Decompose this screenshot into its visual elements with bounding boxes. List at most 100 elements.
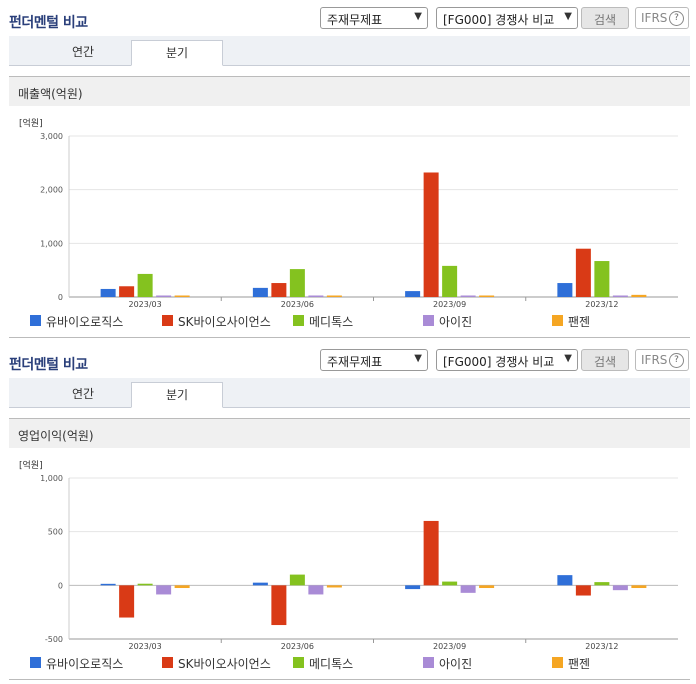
legend-label: 팬젠 (568, 315, 591, 329)
bar[interactable] (442, 581, 458, 586)
section-header: 영업이익(억원) (9, 418, 690, 448)
chevron-down-icon: ▼ (414, 11, 422, 22)
tab-annual[interactable]: 연간 (71, 45, 95, 59)
bar[interactable] (271, 283, 287, 297)
legend-swatch (293, 657, 304, 668)
legend-swatch (162, 315, 173, 326)
fundamental-panel-operating-profit: 펀더멘털 비교 주재무제표 ▼ [FG000] 경쟁사 비교 ▼ 검색 IFRS… (0, 342, 696, 448)
revenue-bar-chart: [억원] 0 1,000 2,000 3,000 2023/03 2023/06 2023/0… (19, 117, 678, 309)
period-tabs: 연간 분기 (9, 36, 690, 66)
bar[interactable] (631, 585, 647, 589)
bar[interactable] (557, 575, 573, 586)
bar[interactable] (252, 582, 268, 586)
statement-select[interactable]: 주재무제표 ▼ (320, 7, 428, 29)
legend-label: SK바이오사이언스 (178, 315, 271, 329)
bar[interactable] (423, 172, 439, 297)
bar[interactable] (137, 273, 153, 297)
y-tick-label: 3,000 (40, 132, 63, 141)
compare-select-value: [FG000] 경쟁사 비교 (443, 355, 555, 369)
bar[interactable] (119, 585, 135, 618)
bar[interactable] (174, 295, 190, 298)
bar[interactable] (479, 585, 495, 589)
bar[interactable] (460, 585, 476, 593)
bar[interactable] (156, 585, 172, 595)
y-tick-label: 1,000 (40, 239, 63, 248)
bar[interactable] (156, 295, 172, 298)
chevron-down-icon: ▼ (414, 353, 422, 364)
legend-swatch (162, 657, 173, 668)
unit-label: [억원] (19, 459, 43, 471)
legend-swatch (423, 657, 434, 668)
bar[interactable] (557, 283, 573, 297)
section-header: 매출액(억원) (9, 76, 690, 106)
legend-label: 아이진 (439, 657, 473, 671)
y-tick-label: 1,000 (40, 474, 63, 483)
bar[interactable] (326, 585, 342, 588)
bar[interactable] (612, 295, 628, 298)
bar[interactable] (575, 585, 591, 596)
legend-label: SK바이오사이언스 (178, 657, 271, 671)
tab-annual[interactable]: 연간 (71, 387, 95, 401)
compare-select[interactable]: [FG000] 경쟁사 비교 ▼ (436, 7, 578, 29)
bar[interactable] (594, 582, 610, 586)
section-title: 매출액(억원) (18, 87, 83, 101)
bar[interactable] (308, 295, 324, 298)
chevron-down-icon: ▼ (564, 11, 572, 22)
bar[interactable] (289, 269, 305, 297)
section-title: 영업이익(억원) (18, 429, 94, 443)
bar[interactable] (575, 248, 591, 297)
bar[interactable] (174, 585, 190, 589)
y-tick-label: 2,000 (40, 186, 63, 195)
y-tick-label: 500 (48, 528, 63, 537)
legend-swatch (30, 315, 41, 326)
divider (9, 679, 690, 680)
legend-label: 유바이오로직스 (46, 657, 124, 671)
ifrs-button[interactable]: IFRS ? (635, 7, 689, 29)
bar[interactable] (460, 295, 476, 298)
bar[interactable] (405, 585, 421, 590)
compare-select[interactable]: [FG000] 경쟁사 비교 ▼ (436, 349, 578, 371)
statement-select-value: 주재무제표 (327, 355, 383, 369)
bar[interactable] (308, 585, 324, 595)
search-button[interactable]: 검색 (581, 349, 629, 371)
bar[interactable] (100, 288, 116, 297)
bar[interactable] (405, 291, 421, 297)
divider (9, 337, 690, 338)
bar[interactable] (423, 520, 439, 586)
legend-swatch (552, 657, 563, 668)
legend-swatch (30, 657, 41, 668)
operating-profit-legend: 유바이오로직스 SK바이오사이언스 메디톡스 아이진 팬젠 (30, 655, 690, 671)
bar[interactable] (100, 583, 116, 586)
legend-label: 아이진 (439, 315, 473, 329)
search-button[interactable]: 검색 (581, 7, 629, 29)
compare-select-value: [FG000] 경쟁사 비교 (443, 13, 555, 27)
bar[interactable] (119, 286, 135, 297)
bar[interactable] (252, 287, 268, 297)
tab-quarter[interactable]: 분기 (131, 382, 223, 408)
ifrs-button[interactable]: IFRS ? (635, 349, 689, 371)
x-tick-label: 2023/09 (433, 300, 466, 309)
panel-title: 펀더멘털 비교 (9, 15, 88, 31)
bar[interactable] (289, 574, 305, 586)
bar[interactable] (594, 261, 610, 297)
bar[interactable] (137, 583, 153, 586)
x-tick-label: 2023/03 (129, 642, 162, 651)
bar[interactable] (612, 585, 628, 591)
x-tick-label: 2023/12 (585, 300, 618, 309)
panel-title: 펀더멘털 비교 (9, 357, 88, 373)
statement-select[interactable]: 주재무제표 ▼ (320, 349, 428, 371)
tab-quarter[interactable]: 분기 (131, 40, 223, 66)
bar[interactable] (326, 295, 342, 298)
bar[interactable] (271, 585, 287, 626)
y-tick-label: 0 (58, 293, 63, 302)
statement-select-value: 주재무제표 (327, 13, 383, 27)
legend-swatch (423, 315, 434, 326)
bar[interactable] (631, 294, 647, 297)
help-icon[interactable]: ? (669, 353, 684, 368)
legend-swatch (552, 315, 563, 326)
bar[interactable] (442, 265, 458, 297)
x-tick-label: 2023/09 (433, 642, 466, 651)
help-icon[interactable]: ? (669, 11, 684, 26)
x-tick-label: 2023/12 (585, 642, 618, 651)
bar[interactable] (479, 295, 495, 298)
